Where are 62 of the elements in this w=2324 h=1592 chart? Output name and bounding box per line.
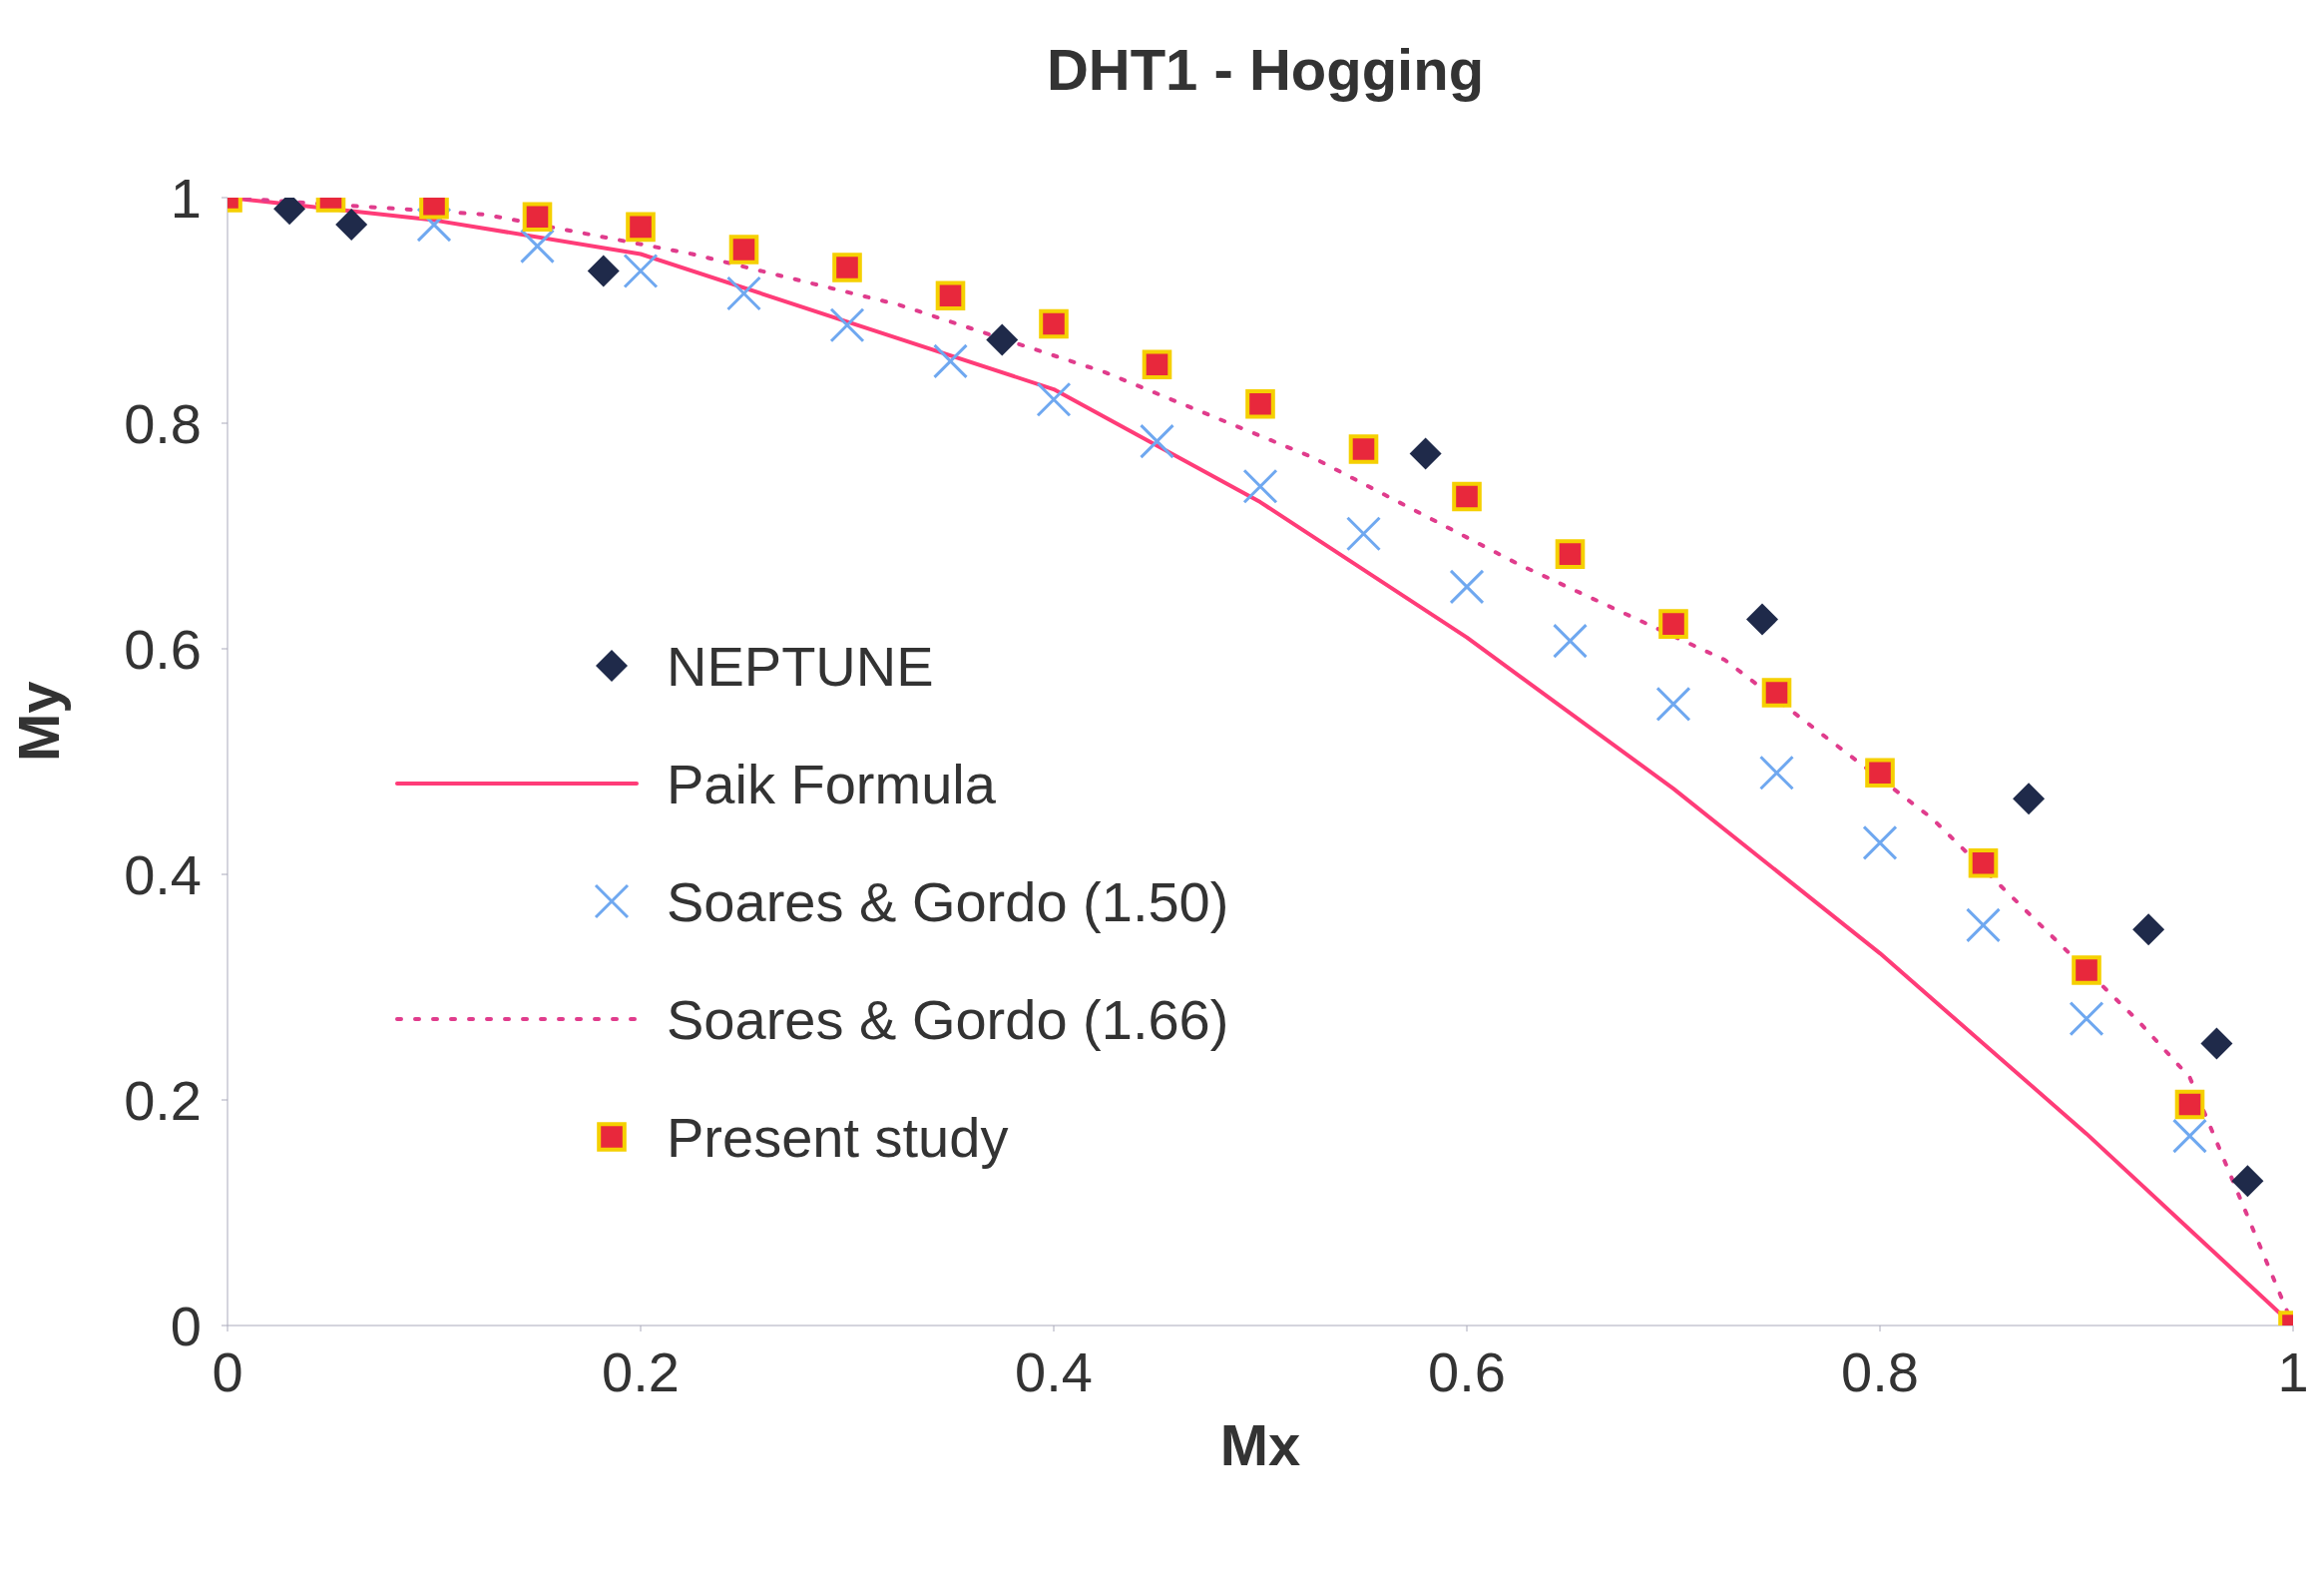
point bbox=[1658, 609, 1688, 639]
point bbox=[1140, 423, 1174, 459]
x-tick-label: 0.4 bbox=[1015, 1339, 1093, 1403]
point bbox=[335, 209, 368, 242]
legend-label: Paik Formula bbox=[667, 751, 996, 816]
y-tick-label: 0.2 bbox=[124, 1068, 202, 1132]
point bbox=[1348, 434, 1379, 464]
point bbox=[1142, 349, 1172, 380]
point bbox=[1036, 381, 1072, 417]
point bbox=[2132, 913, 2165, 946]
point bbox=[832, 253, 862, 282]
point bbox=[522, 202, 553, 233]
point bbox=[2174, 1089, 2205, 1120]
y-tick-label: 0.6 bbox=[124, 617, 202, 681]
point bbox=[2013, 783, 2046, 815]
legend-label: Soares & Gordo (1.50) bbox=[667, 868, 1229, 934]
legend-label: Soares & Gordo (1.66) bbox=[667, 986, 1229, 1052]
point bbox=[1409, 437, 1442, 470]
y-tick-label: 0.4 bbox=[124, 842, 202, 906]
y-tick-label: 0 bbox=[170, 1294, 202, 1357]
point bbox=[935, 280, 966, 311]
point bbox=[726, 275, 761, 311]
point bbox=[1761, 678, 1792, 708]
y-axis-title: My bbox=[5, 681, 71, 762]
legend-label: Present study bbox=[667, 1104, 1009, 1170]
point bbox=[1759, 755, 1794, 791]
legend-label: NEPTUNE bbox=[667, 633, 934, 699]
point bbox=[1449, 569, 1485, 605]
point bbox=[1553, 623, 1588, 659]
point bbox=[2072, 955, 2101, 985]
point bbox=[520, 229, 555, 265]
point bbox=[587, 255, 620, 287]
x-tick-label: 0 bbox=[212, 1339, 243, 1403]
point bbox=[1555, 539, 1586, 569]
point bbox=[1746, 603, 1779, 636]
point bbox=[728, 235, 759, 265]
x-tick-label: 0.2 bbox=[602, 1339, 680, 1403]
point bbox=[1655, 686, 1691, 722]
point bbox=[1245, 388, 1275, 419]
x-tick-label: 0.6 bbox=[1428, 1339, 1506, 1403]
chart-title: DHT1 - Hogging bbox=[1045, 36, 1486, 103]
point bbox=[1966, 907, 2001, 943]
point bbox=[2200, 1027, 2233, 1060]
point bbox=[933, 343, 968, 379]
point bbox=[1039, 308, 1069, 339]
x-axis-title: Mx bbox=[1219, 1412, 1301, 1477]
point bbox=[1242, 468, 1278, 504]
x-tick-label: 0.8 bbox=[1841, 1339, 1919, 1403]
point bbox=[986, 323, 1019, 356]
point bbox=[2069, 1001, 2104, 1037]
point bbox=[1865, 758, 1895, 789]
point bbox=[2172, 1118, 2207, 1154]
point bbox=[626, 212, 656, 243]
point bbox=[1452, 481, 1482, 512]
point bbox=[1346, 516, 1381, 552]
x-tick-label: 1 bbox=[2277, 1339, 2309, 1403]
point bbox=[623, 253, 659, 288]
point bbox=[2231, 1165, 2264, 1198]
point bbox=[1862, 824, 1898, 860]
y-tick-label: 0.8 bbox=[124, 391, 202, 455]
y-tick-label: 1 bbox=[170, 166, 202, 230]
point bbox=[1968, 847, 1999, 878]
